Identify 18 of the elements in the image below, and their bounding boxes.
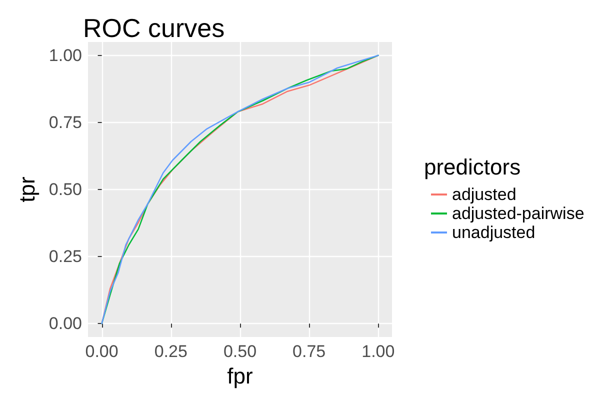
legend-label: adjusted xyxy=(452,185,516,204)
y-tick-label: 0.25 xyxy=(48,247,82,266)
y-tick-label: 0.50 xyxy=(48,180,82,199)
x-tick-label: 0.00 xyxy=(85,342,118,361)
x-tick-label: 1.00 xyxy=(362,342,395,361)
x-tick-label: 0.25 xyxy=(154,342,188,361)
legend-title: predictors xyxy=(424,154,521,180)
x-tick-label: 0.50 xyxy=(223,342,257,361)
x-tick-label: 0.75 xyxy=(292,342,326,361)
chart-title: ROC curves xyxy=(83,13,225,43)
x-axis-title: fpr xyxy=(227,364,253,388)
line-series xyxy=(101,54,379,324)
y-tick-label: 0.75 xyxy=(48,112,82,132)
y-axis-title: tpr xyxy=(14,176,40,202)
y-tick-label: 1.00 xyxy=(48,46,82,65)
legend-label: adjusted-pairwise xyxy=(452,204,584,223)
legend-label: unadjusted xyxy=(452,223,536,242)
y-tick-label: 0.00 xyxy=(48,314,82,334)
